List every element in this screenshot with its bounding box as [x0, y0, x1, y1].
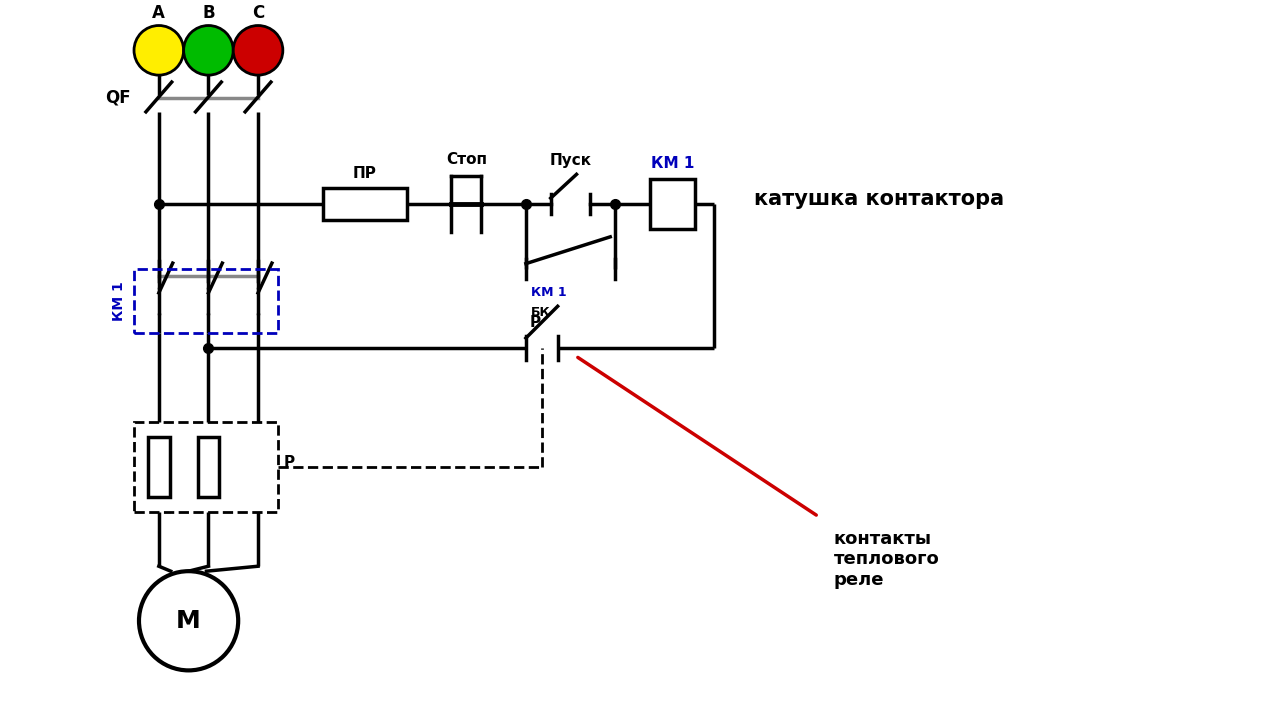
Text: КМ 1: КМ 1	[113, 281, 127, 320]
Text: QF: QF	[105, 89, 131, 107]
Bar	[197, 437, 219, 497]
Text: КМ 1: КМ 1	[650, 156, 694, 171]
Bar	[148, 437, 170, 497]
Circle shape	[140, 571, 238, 670]
Bar	[323, 188, 407, 220]
Text: A: A	[152, 4, 165, 22]
Text: катушка контактора: катушка контактора	[754, 189, 1005, 209]
Circle shape	[134, 25, 183, 75]
Bar	[134, 269, 278, 333]
Text: B: B	[202, 4, 215, 22]
Text: Пуск: Пуск	[549, 153, 591, 168]
Text: Р: Р	[530, 315, 541, 330]
Circle shape	[183, 25, 233, 75]
Circle shape	[233, 25, 283, 75]
Text: КМ 1: КМ 1	[531, 287, 567, 300]
Text: ПР: ПР	[353, 166, 376, 181]
Bar	[134, 423, 278, 512]
Text: БК: БК	[531, 306, 550, 319]
Bar	[650, 179, 695, 229]
Text: контакты
теплового
реле: контакты теплового реле	[833, 529, 940, 589]
Text: C: C	[252, 4, 264, 22]
Text: Стоп: Стоп	[445, 153, 486, 167]
Text: Р: Р	[284, 454, 294, 469]
Text: М: М	[177, 609, 201, 633]
